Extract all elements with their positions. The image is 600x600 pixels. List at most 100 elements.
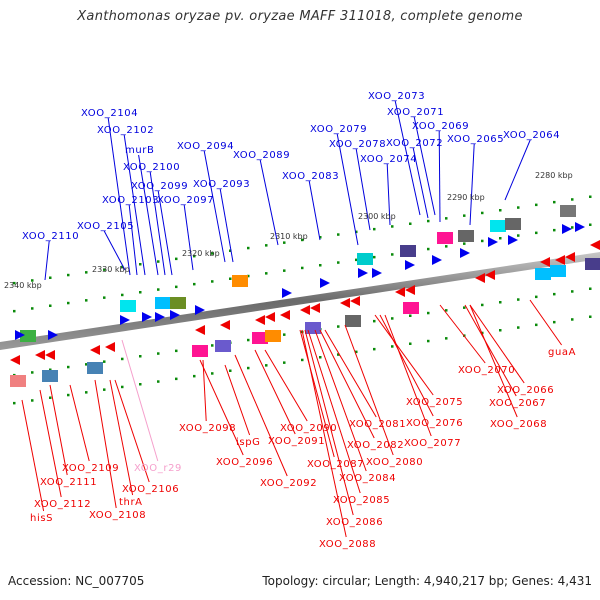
- scale-tick: [247, 246, 250, 250]
- reverse-gene-box: [535, 268, 551, 280]
- reverse-gene-arrow: [475, 273, 485, 283]
- scale-tick: [49, 396, 52, 399]
- reverse-gene-box: [585, 258, 600, 270]
- reverse-gene-arrow: [45, 350, 55, 360]
- scale-tick: [85, 363, 88, 366]
- scale-tick: [103, 268, 106, 271]
- gene-leader-line: [203, 150, 226, 263]
- scale-tick: [355, 230, 358, 234]
- gene-label: XOO_2087: [307, 459, 364, 470]
- gene-leader-line: [344, 324, 394, 456]
- scale-tick: [121, 357, 124, 361]
- scale-tick: [391, 317, 394, 320]
- scale-tick: [103, 296, 106, 299]
- gene-label: XOO_2110: [22, 231, 79, 242]
- gene-leader-line: [355, 148, 371, 231]
- scale-label: 2290 kbp: [447, 193, 485, 202]
- scale-tick: [31, 371, 34, 374]
- gene-leader-line: [374, 314, 434, 396]
- gene-label: guaA: [548, 347, 576, 358]
- scale-tick: [535, 231, 538, 235]
- scale-label: 2280 kbp: [535, 171, 573, 180]
- gene-leader-line: [386, 163, 391, 226]
- scale-tick: [139, 355, 142, 358]
- scale-tick: [247, 366, 250, 370]
- gene-leader-line: [299, 329, 335, 458]
- forward-gene-box: [560, 205, 576, 217]
- scale-label: 2320 kbp: [182, 249, 220, 258]
- scale-tick: [409, 314, 412, 317]
- scale-tick: [463, 242, 466, 245]
- gene-leader-line: [39, 389, 62, 498]
- reverse-gene-arrow: [300, 305, 310, 315]
- forward-gene-box: [357, 253, 373, 265]
- gene-leader-line: [21, 399, 45, 512]
- reverse-gene-box: [42, 370, 58, 382]
- reverse-gene-arrow: [485, 270, 495, 280]
- reverse-gene-arrow: [10, 355, 20, 365]
- forward-gene-arrow: [48, 330, 58, 340]
- scale-tick: [247, 338, 250, 342]
- scale-tick: [571, 318, 574, 321]
- scale-tick: [499, 209, 502, 212]
- scale-tick: [463, 214, 466, 217]
- scale-tick: [337, 325, 340, 328]
- gene-label: XOO_2109: [62, 463, 119, 474]
- scale-tick: [535, 203, 538, 207]
- gene-leader-line: [69, 384, 90, 462]
- reverse-gene-arrow: [105, 342, 115, 352]
- gene-leader-line: [439, 304, 486, 364]
- scale-tick: [49, 368, 52, 371]
- scale-tick: [13, 309, 16, 313]
- gene-leader-line: [149, 171, 166, 276]
- gene-leader-line: [138, 154, 159, 276]
- reverse-gene-arrow: [265, 312, 275, 322]
- gene-label: XOO_2066: [497, 385, 554, 396]
- forward-gene-arrow: [120, 315, 130, 325]
- reverse-gene-box: [305, 322, 321, 334]
- forward-gene-arrow: [155, 312, 165, 322]
- forward-gene-arrow: [282, 288, 292, 298]
- scale-tick: [409, 342, 412, 345]
- scale-tick: [283, 269, 286, 272]
- gene-leader-line: [49, 384, 68, 476]
- gene-label: XOO_2103: [102, 195, 159, 206]
- scale-tick: [427, 311, 430, 315]
- forward-gene-arrow: [170, 310, 180, 320]
- reverse-gene-arrow: [590, 240, 600, 250]
- gene-leader-line: [412, 147, 429, 219]
- scale-tick: [211, 252, 214, 255]
- reverse-gene-arrow: [555, 255, 565, 265]
- reverse-gene-box: [550, 265, 566, 277]
- scale-tick: [157, 380, 160, 383]
- scale-tick: [571, 226, 574, 229]
- gene-leader-line: [464, 304, 517, 397]
- gene-leader-line: [94, 379, 117, 509]
- scale-tick: [427, 219, 430, 223]
- gene-label: XOO_2079: [310, 124, 367, 135]
- scale-tick: [265, 364, 268, 367]
- gene-leader-line: [469, 304, 518, 418]
- scale-tick: [175, 285, 178, 289]
- scale-tick: [301, 266, 304, 270]
- gene-label: hisS: [30, 513, 53, 524]
- gene-label: XOO_2071: [387, 107, 444, 118]
- forward-gene-arrow: [195, 305, 205, 315]
- scale-tick: [157, 288, 160, 291]
- gene-leader-line: [308, 180, 321, 241]
- scale-tick: [427, 339, 430, 343]
- scale-tick: [337, 353, 340, 356]
- gene-label: XOO_2096: [216, 457, 273, 468]
- gene-leader-line: [469, 143, 475, 226]
- reverse-gene-arrow: [195, 325, 205, 335]
- scale-tick: [103, 360, 106, 363]
- scale-tick: [589, 287, 592, 290]
- gene-label: XOO_2083: [282, 171, 339, 182]
- scale-tick: [319, 236, 322, 239]
- reverse-gene-arrow: [350, 296, 360, 306]
- scale-tick: [571, 290, 574, 293]
- reverse-gene-arrow: [565, 252, 575, 262]
- reverse-gene-box: [87, 362, 103, 374]
- gene-label: XOO_2100: [123, 162, 180, 173]
- scale-tick: [409, 222, 412, 225]
